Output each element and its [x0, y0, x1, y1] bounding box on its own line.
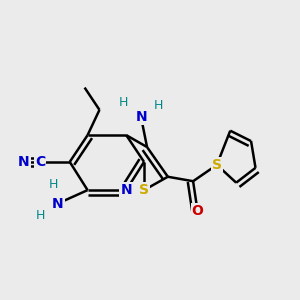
Text: N: N — [135, 110, 147, 124]
Text: H: H — [118, 96, 128, 109]
Text: H: H — [154, 99, 164, 112]
Text: S: S — [212, 158, 222, 172]
Text: N: N — [18, 155, 29, 169]
Text: N: N — [52, 196, 64, 211]
Text: H: H — [35, 209, 45, 222]
Text: S: S — [139, 183, 149, 197]
Text: C: C — [35, 155, 45, 169]
Text: N: N — [120, 183, 132, 197]
Text: H: H — [49, 178, 58, 191]
Text: O: O — [192, 204, 203, 218]
